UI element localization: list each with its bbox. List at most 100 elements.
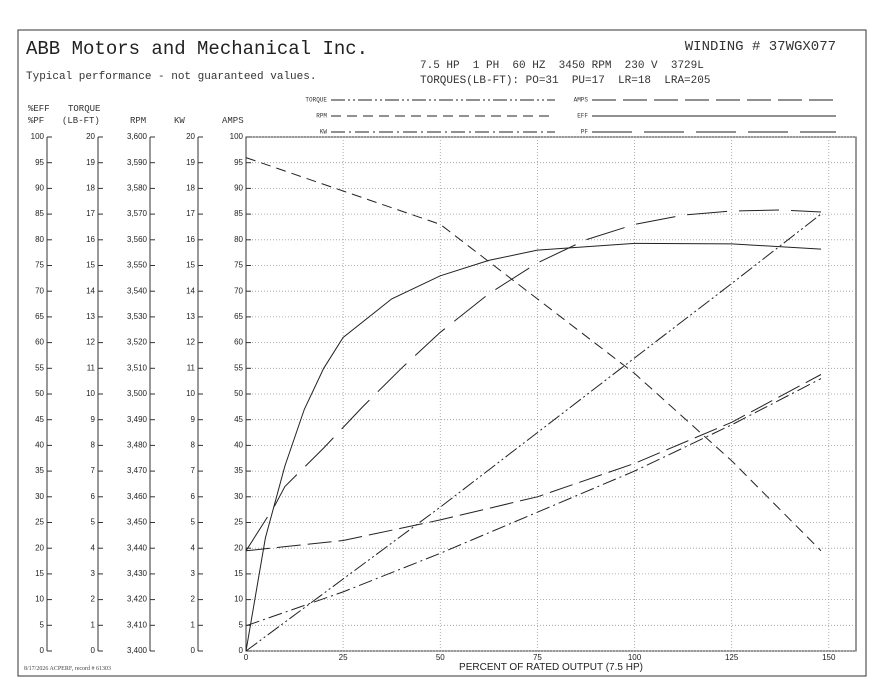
y-tick-label: 3,410 [127,620,148,629]
y-tick-label: 3,520 [127,338,148,347]
y-tick-label: 10 [234,595,243,604]
y-tick-label: 17 [86,209,95,218]
chart-subtitle: Typical performance - not guaranteed val… [26,71,316,83]
x-tick-label: 125 [725,653,739,662]
y-tick-label: 85 [234,209,243,218]
y-tick-label: 3,460 [127,492,148,501]
y-tick-label: 15 [35,569,44,578]
y-tick-label: 3,470 [127,466,148,475]
y-tick-label: 70 [234,286,243,295]
y-tick-label: 75 [35,261,44,270]
y-tick-label: 40 [35,441,44,450]
y-tick-label: 3 [191,569,196,578]
y-tick-label: 50 [35,389,44,398]
x-tick-label: 100 [628,653,642,662]
y-axis-label: RPM [130,116,146,126]
motor-specs: 7.5 HP 1 PH 60 HZ 3450 RPM 230 V 3729L [420,60,704,72]
y-tick-label: 60 [35,338,44,347]
y-tick-label: 3,540 [127,286,148,295]
y-tick-label: 15 [234,569,243,578]
y-tick-label: 3,450 [127,518,148,527]
y-tick-label: 11 [87,363,96,372]
y-tick-label: 85 [35,209,44,218]
y-axis-label: %EFF [28,104,50,114]
y-tick-label: 15 [86,261,95,270]
y-tick-label: 3,560 [127,235,148,244]
y-tick-label: 65 [35,312,44,321]
y-tick-label: 100 [230,132,244,141]
y-tick-label: 9 [191,415,196,424]
y-tick-label: 5 [40,620,45,629]
y-tick-label: 0 [239,646,244,655]
y-tick-label: 30 [35,492,44,501]
y-tick-label: 3,420 [127,595,148,604]
y-tick-label: 55 [234,363,243,372]
y-tick-label: 8 [91,441,96,450]
y-tick-label: 16 [186,235,195,244]
y-tick-label: 5 [91,518,96,527]
y-tick-label: 70 [35,286,44,295]
y-tick-label: 75 [234,261,243,270]
series-line [245,242,822,652]
y-tick-label: 90 [234,184,243,193]
series-line [245,209,822,552]
y-tick-label: 9 [91,415,96,424]
y-tick-label: 60 [234,338,243,347]
y-tick-label: 5 [239,620,244,629]
y-tick-label: 3,530 [127,312,148,321]
y-tick-label: 5 [191,518,196,527]
y-tick-label: 10 [86,389,95,398]
legend-label: AMPS [574,97,589,104]
y-tick-label: 12 [86,338,95,347]
y-tick-label: 11 [187,363,196,372]
y-tick-label: 35 [35,466,44,475]
legend-label: KW [320,129,328,136]
y-tick-label: 55 [35,363,44,372]
y-tick-label: 3,430 [127,569,148,578]
y-tick-label: 90 [35,184,44,193]
y-tick-label: 20 [186,132,195,141]
y-tick-label: 13 [86,312,95,321]
torque-specs: TORQUES(LB-FT): PO=31 PU=17 LR=18 LRA=20… [420,75,710,87]
y-tick-label: 3 [91,569,96,578]
plot-frame [245,136,857,652]
x-axis-label: PERCENT OF RATED OUTPUT (7.5 HP) [459,662,643,673]
y-axis-label: KW [174,116,185,126]
y-tick-label: 10 [186,389,195,398]
y-tick-label: 1 [91,620,96,629]
x-tick-label: 25 [339,653,348,662]
legend-label: RPM [316,113,327,120]
winding-label: WINDING # 37WGX077 [685,39,836,55]
x-tick-label: 75 [533,653,542,662]
chart-title: ABB Motors and Mechanical Inc. [26,38,368,60]
y-tick-label: 25 [234,518,243,527]
y-tick-label: 8 [191,441,196,450]
y-tick-label: 0 [191,646,196,655]
y-tick-label: 2 [191,595,196,604]
y-tick-label: 0 [40,646,45,655]
y-tick-label: 4 [191,543,196,552]
legend-label: TORQUE [305,97,327,104]
y-tick-label: 45 [234,415,243,424]
y-tick-label: 14 [186,286,195,295]
x-tick-label: 0 [244,653,249,662]
y-tick-label: 3,440 [127,543,148,552]
y-axis-label: TORQUE [68,104,100,114]
x-tick-label: 50 [436,653,445,662]
series-line [245,374,822,552]
y-tick-label: 3,500 [127,389,148,398]
series-line [245,378,822,627]
y-tick-label: 10 [35,595,44,604]
y-tick-label: 65 [234,312,243,321]
y-tick-label: 20 [234,543,243,552]
x-tick-label: 150 [822,653,836,662]
y-tick-label: 20 [86,132,95,141]
y-tick-label: 40 [234,441,243,450]
series-line [245,213,822,652]
y-tick-label: 100 [31,132,45,141]
legend-label: EFF [577,113,588,120]
y-tick-label: 35 [234,466,243,475]
legend-label: PF [581,129,589,136]
y-axis-label: (LB-FT) [62,116,100,126]
